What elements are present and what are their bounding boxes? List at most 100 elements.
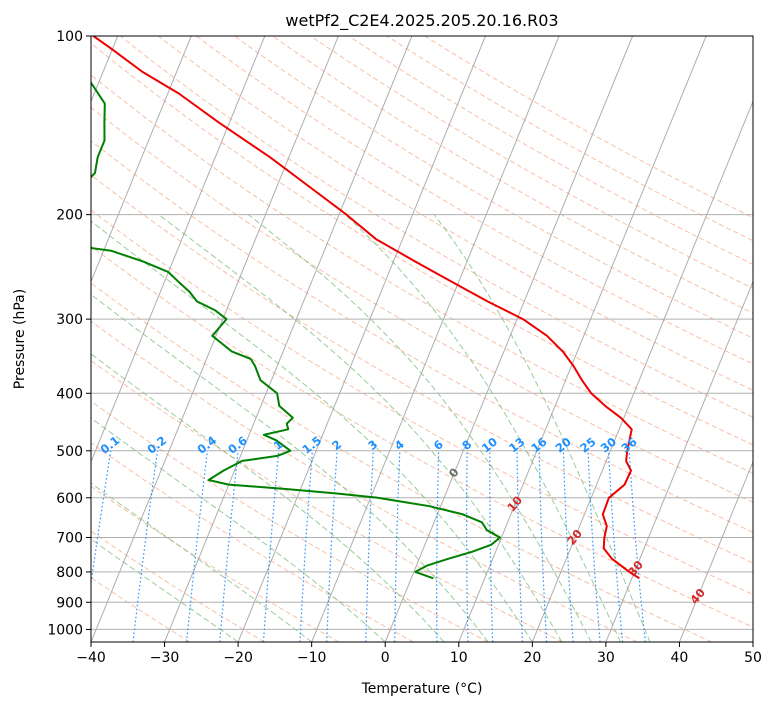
mixing-ratio-line xyxy=(186,450,208,642)
mixing-ratio-label: 16 xyxy=(528,435,549,456)
isotherm-label: 10 xyxy=(504,493,525,514)
moist-adiabat xyxy=(91,353,445,642)
line-labels: 0.10.20.40.611.52346810131620253036-100-… xyxy=(19,430,708,607)
mixing-ratio-label: 0.4 xyxy=(194,433,219,457)
y-tick-label: 500 xyxy=(56,444,83,460)
moist-adiabat xyxy=(158,214,563,642)
x-tick-label: 40 xyxy=(671,650,689,666)
isotherm-line xyxy=(752,640,753,642)
mixing-ratio-line xyxy=(262,450,280,642)
x-axis-ticks: −40 −30 −20 −10 0 10 20 30 40 50 xyxy=(76,642,762,666)
y-tick-label: 600 xyxy=(56,491,83,507)
mixing-ratio-line xyxy=(587,450,601,642)
x-tick-label: −40 xyxy=(76,650,106,666)
mixing-ratio-label: 0.2 xyxy=(144,433,169,457)
y-tick-label: 900 xyxy=(56,595,83,611)
x-axis-label: Temperature (°C) xyxy=(361,681,483,697)
mixing-ratio-label: 25 xyxy=(577,435,598,456)
x-tick-label: 20 xyxy=(523,650,541,666)
isotherm-line xyxy=(91,36,266,464)
x-tick-label: 10 xyxy=(450,650,468,666)
isotherm-line xyxy=(91,36,339,642)
dry-adiabat xyxy=(91,359,563,642)
dry-adiabat xyxy=(91,245,753,628)
mixing-ratio-line xyxy=(299,450,313,642)
isotherm-label: 40 xyxy=(687,586,708,607)
isotherm-line xyxy=(531,100,753,642)
isotherm-line xyxy=(91,36,192,283)
x-tick-label: −20 xyxy=(223,650,253,666)
moist-adiabat xyxy=(91,220,533,642)
y-tick-label: 400 xyxy=(56,386,83,402)
y-tick-label: 800 xyxy=(56,565,83,581)
dry-adiabat xyxy=(424,36,753,219)
dry-adiabat xyxy=(91,106,753,503)
moist-adiabat xyxy=(344,214,622,642)
isotherm-line xyxy=(164,36,413,642)
mixing-ratio-line xyxy=(465,450,469,642)
theta-label: -10 xyxy=(19,430,43,455)
y-tick-label: 200 xyxy=(56,208,83,224)
isotherm-line xyxy=(384,36,634,642)
y-tick-label: 300 xyxy=(56,312,83,328)
mixing-ratio-label: 20 xyxy=(553,435,574,456)
y-tick-label: 1000 xyxy=(47,622,83,638)
mixing-ratio-line xyxy=(219,450,239,642)
dry-adiabat xyxy=(91,140,753,533)
dry-adiabat xyxy=(91,400,489,642)
plot-frame xyxy=(90,35,754,643)
y-axis-label: Pressure (hPa) xyxy=(12,289,28,389)
x-tick-label: −10 xyxy=(297,650,327,666)
isotherm-label: 30 xyxy=(625,558,646,579)
dry-adiabat xyxy=(91,320,638,642)
isotherm-line xyxy=(678,460,753,642)
y-tick-label: 700 xyxy=(56,531,83,547)
isotherm-label: 0 xyxy=(446,465,462,480)
isotherm-label: 20 xyxy=(564,527,585,548)
dry-adiabat xyxy=(91,442,414,642)
mixing-ratio-line xyxy=(326,450,338,642)
dry-adiabat xyxy=(348,36,753,265)
dry-adiabat xyxy=(196,36,753,365)
moist-adiabat xyxy=(433,214,651,642)
mixing-ratio-label: 0.6 xyxy=(225,433,250,457)
dry-adiabat xyxy=(91,174,753,564)
mixing-ratio-lines xyxy=(91,450,646,642)
x-tick-label: 30 xyxy=(597,650,615,666)
isotherm-line xyxy=(311,36,560,642)
dry-adiabat xyxy=(234,36,753,339)
isotherm-line xyxy=(237,36,486,642)
moist-adiabats xyxy=(91,214,651,642)
dry-adiabat xyxy=(91,209,753,596)
mixing-ratio-line xyxy=(91,450,112,588)
dry-adiabat xyxy=(91,74,753,474)
dry-adiabat xyxy=(310,36,753,289)
chart-title: wetPf2_C2E4.2025.205.20.16.R03 xyxy=(285,11,558,31)
dry-adiabats xyxy=(91,36,753,642)
x-tick-label: 0 xyxy=(381,650,390,666)
sounding-series xyxy=(91,36,640,580)
y-axis-ticks: 1000 900 800 700 600 500 400 300 200 100 xyxy=(47,29,91,638)
moist-adiabat xyxy=(91,538,239,642)
dry-adiabat xyxy=(119,36,753,418)
mixing-ratio-line xyxy=(538,450,548,642)
mixing-ratio-line xyxy=(132,450,159,642)
dry-adiabat xyxy=(91,530,265,642)
moist-adiabat xyxy=(248,214,592,642)
dry-adiabat xyxy=(157,36,753,391)
temperature-profile-line xyxy=(92,36,640,580)
mixing-ratio-line xyxy=(365,450,374,642)
mixing-ratio-line xyxy=(489,450,494,642)
mixing-ratio-label: 13 xyxy=(506,435,527,456)
moist-adiabat xyxy=(91,417,386,642)
mixing-ratio-line xyxy=(436,450,440,642)
isotherm-line xyxy=(605,280,753,642)
skewed-isotherms xyxy=(91,36,753,642)
mixing-ratio-line xyxy=(562,450,574,642)
x-tick-label: 50 xyxy=(744,650,762,666)
mixing-ratio-line xyxy=(607,450,624,642)
y-tick-label: 100 xyxy=(56,29,83,45)
pressure-gridlines xyxy=(91,36,753,630)
dry-adiabat xyxy=(91,577,190,642)
